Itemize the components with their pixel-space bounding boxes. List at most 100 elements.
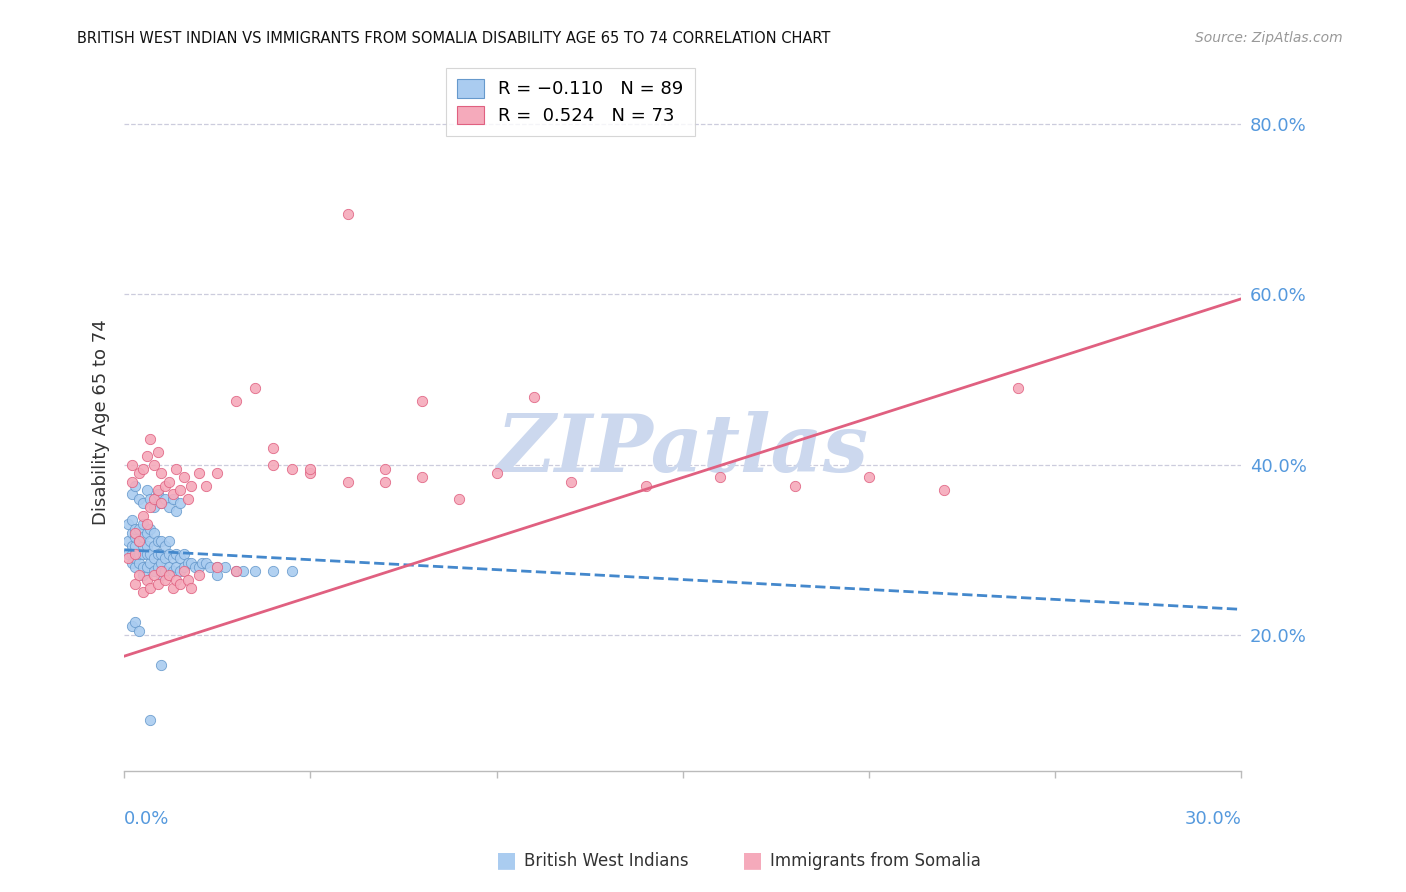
Point bbox=[132, 496, 155, 510]
Point bbox=[132, 568, 155, 582]
Point bbox=[157, 568, 180, 582]
Point bbox=[124, 615, 146, 629]
Point bbox=[121, 619, 143, 633]
Point bbox=[336, 207, 359, 221]
Legend: R = −0.110   N = 89, R =  0.524   N = 73: R = −0.110 N = 89, R = 0.524 N = 73 bbox=[446, 69, 695, 136]
Point bbox=[262, 441, 284, 455]
Point bbox=[195, 479, 218, 493]
Point bbox=[195, 556, 218, 570]
Point bbox=[135, 483, 157, 498]
Point bbox=[169, 496, 191, 510]
Point bbox=[157, 559, 180, 574]
Point bbox=[132, 508, 155, 523]
Point bbox=[157, 475, 180, 489]
Point bbox=[173, 470, 195, 484]
Point bbox=[150, 556, 173, 570]
Point bbox=[176, 573, 198, 587]
Text: ■: ■ bbox=[742, 850, 762, 870]
Point bbox=[858, 470, 880, 484]
Point bbox=[281, 462, 304, 476]
Point bbox=[783, 479, 806, 493]
Point bbox=[124, 522, 146, 536]
Point bbox=[150, 534, 173, 549]
Point bbox=[146, 534, 169, 549]
Point bbox=[121, 547, 143, 561]
Point bbox=[157, 534, 180, 549]
Text: BRITISH WEST INDIAN VS IMMIGRANTS FROM SOMALIA DISABILITY AGE 65 TO 74 CORRELATI: BRITISH WEST INDIAN VS IMMIGRANTS FROM S… bbox=[77, 31, 831, 46]
Point bbox=[162, 581, 184, 595]
Point bbox=[135, 525, 157, 540]
Point bbox=[128, 556, 150, 570]
Text: 30.0%: 30.0% bbox=[1185, 810, 1241, 828]
Point bbox=[124, 547, 146, 561]
Point bbox=[187, 559, 209, 574]
Point bbox=[157, 500, 180, 515]
Point bbox=[243, 564, 266, 578]
Point bbox=[153, 491, 176, 506]
Point bbox=[374, 475, 396, 489]
Point bbox=[180, 581, 202, 595]
Point bbox=[139, 556, 162, 570]
Text: Source: ZipAtlas.com: Source: ZipAtlas.com bbox=[1195, 31, 1343, 45]
Point bbox=[153, 551, 176, 566]
Point bbox=[128, 466, 150, 480]
Point bbox=[139, 522, 162, 536]
Point bbox=[191, 556, 214, 570]
Point bbox=[165, 462, 187, 476]
Point bbox=[132, 547, 155, 561]
Point bbox=[121, 539, 143, 553]
Point bbox=[225, 564, 247, 578]
Point bbox=[132, 462, 155, 476]
Point bbox=[143, 551, 166, 566]
Point bbox=[150, 657, 173, 672]
Point bbox=[162, 551, 184, 566]
Point bbox=[176, 491, 198, 506]
Point bbox=[184, 559, 207, 574]
Y-axis label: Disability Age 65 to 74: Disability Age 65 to 74 bbox=[93, 319, 110, 525]
Point bbox=[124, 530, 146, 544]
Point bbox=[150, 496, 173, 510]
Point bbox=[262, 458, 284, 472]
Point bbox=[169, 483, 191, 498]
Point bbox=[124, 539, 146, 553]
Point bbox=[139, 581, 162, 595]
Point bbox=[560, 475, 582, 489]
Point bbox=[143, 564, 166, 578]
Text: 0.0%: 0.0% bbox=[124, 810, 170, 828]
Point bbox=[336, 475, 359, 489]
Point bbox=[132, 530, 155, 544]
Point bbox=[634, 479, 657, 493]
Point bbox=[143, 525, 166, 540]
Point bbox=[207, 559, 229, 574]
Point bbox=[162, 564, 184, 578]
Point bbox=[143, 539, 166, 553]
Point bbox=[187, 568, 209, 582]
Point bbox=[132, 585, 155, 599]
Point bbox=[124, 551, 146, 566]
Point bbox=[124, 559, 146, 574]
Point bbox=[243, 381, 266, 395]
Point bbox=[121, 556, 143, 570]
Point bbox=[139, 500, 162, 515]
Point bbox=[180, 556, 202, 570]
Text: ZIPatlas: ZIPatlas bbox=[496, 411, 869, 489]
Point bbox=[299, 466, 322, 480]
Point bbox=[146, 445, 169, 459]
Point bbox=[150, 466, 173, 480]
Point bbox=[121, 475, 143, 489]
Point bbox=[173, 559, 195, 574]
Point bbox=[143, 500, 166, 515]
Point bbox=[146, 483, 169, 498]
Point bbox=[146, 487, 169, 501]
Point bbox=[153, 539, 176, 553]
Point bbox=[162, 487, 184, 501]
Point bbox=[157, 547, 180, 561]
Point bbox=[121, 513, 143, 527]
Text: British West Indians: British West Indians bbox=[524, 852, 689, 870]
Point bbox=[146, 577, 169, 591]
Point bbox=[374, 462, 396, 476]
Point bbox=[117, 547, 139, 561]
Point bbox=[165, 547, 187, 561]
Point bbox=[124, 525, 146, 540]
Point bbox=[139, 432, 162, 446]
